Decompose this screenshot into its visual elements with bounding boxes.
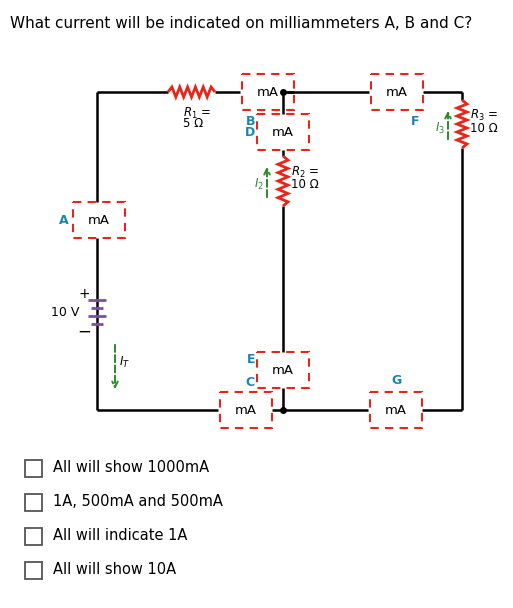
Text: +: +: [78, 287, 90, 301]
Bar: [25, 460, 42, 477]
Bar: [25, 528, 42, 545]
Text: All will show 1000mA: All will show 1000mA: [53, 460, 209, 475]
Text: $R_1$ =: $R_1$ =: [183, 106, 211, 121]
Bar: [25, 494, 42, 511]
Text: All will indicate 1A: All will indicate 1A: [53, 528, 187, 544]
Text: B: B: [246, 115, 255, 128]
Text: F: F: [410, 115, 419, 128]
Bar: [257, 114, 309, 150]
Text: mA: mA: [257, 86, 279, 98]
Text: mA: mA: [88, 213, 110, 227]
Bar: [220, 392, 272, 428]
Text: G: G: [391, 374, 401, 387]
Text: 1A, 500mA and 500mA: 1A, 500mA and 500mA: [53, 494, 223, 510]
Text: mA: mA: [235, 404, 257, 416]
Text: C: C: [246, 376, 255, 389]
Text: $I_2$: $I_2$: [254, 176, 264, 192]
Text: mA: mA: [272, 364, 294, 376]
Text: −: −: [77, 323, 91, 341]
Text: 5 Ω: 5 Ω: [183, 117, 203, 130]
Bar: [370, 392, 422, 428]
Text: $R_2$ =: $R_2$ =: [291, 164, 319, 179]
Bar: [73, 202, 125, 238]
Text: D: D: [245, 125, 255, 139]
Text: What current will be indicated on milliammeters A, B and C?: What current will be indicated on millia…: [10, 16, 472, 31]
Bar: [257, 352, 309, 388]
Bar: [25, 562, 42, 578]
Bar: [371, 74, 423, 110]
Text: $I_T$: $I_T$: [119, 354, 130, 370]
Text: 10 Ω: 10 Ω: [470, 122, 498, 134]
Text: 10 Ω: 10 Ω: [291, 179, 319, 192]
Text: mA: mA: [272, 125, 294, 139]
Text: mA: mA: [385, 404, 407, 416]
Bar: [242, 74, 294, 110]
Text: A: A: [60, 213, 69, 227]
Text: All will show 10A: All will show 10A: [53, 562, 176, 578]
Text: mA: mA: [386, 86, 408, 98]
Text: $I_3$: $I_3$: [435, 120, 445, 136]
Text: $R_3$ =: $R_3$ =: [470, 108, 498, 123]
Text: E: E: [247, 353, 255, 366]
Text: 10 V: 10 V: [51, 305, 79, 319]
